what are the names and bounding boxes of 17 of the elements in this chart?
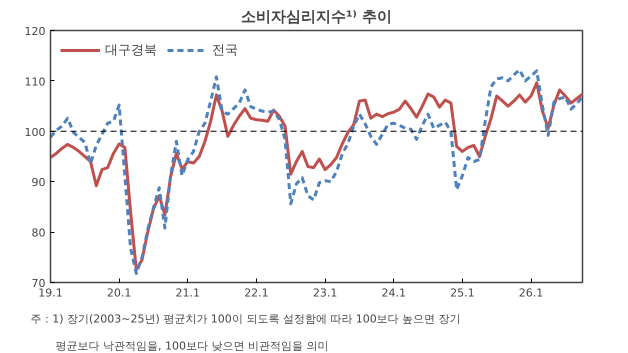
chart-title: 소비자심리지수¹⁾ 추이	[240, 8, 392, 26]
x-tick-label: 23.1	[312, 286, 338, 300]
y-tick-label: 100	[24, 126, 46, 139]
y-tick-label: 110	[24, 75, 46, 88]
x-tick-label: 22.1	[244, 286, 269, 300]
x-tick-label: 24.1	[381, 286, 406, 300]
text: 평균보다 낙관적임을, 100보다 낮으면 비관적임을 의미	[56, 340, 328, 352]
legend-label: 대구경북	[105, 42, 157, 59]
x-tick-label: 20.1	[106, 286, 132, 300]
y-tick-label: 80	[32, 226, 46, 240]
x-tick-label: 26.1	[518, 286, 544, 300]
y-tick-label: 90	[32, 176, 46, 190]
x-tick-label: 21.1	[176, 286, 200, 300]
legend-label: 전국	[212, 42, 238, 59]
x-tick-label: 25.1	[450, 286, 475, 300]
text: 주 : 1) 장기(2003~25년) 평균치가 100이 되도록 설정함에 따라 100보다 높으면 장기	[30, 312, 461, 326]
y-tick-label: 120	[24, 25, 46, 38]
